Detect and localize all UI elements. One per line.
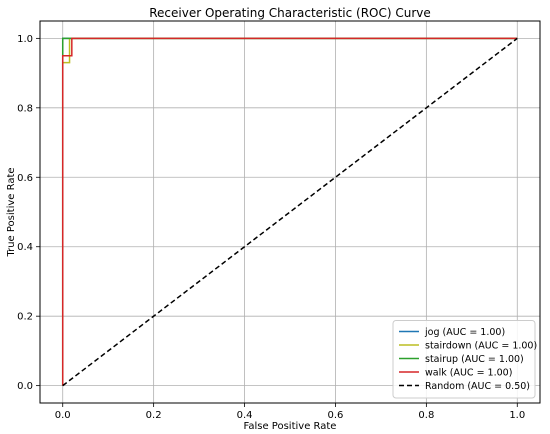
series-line-random	[62, 37, 518, 387]
legend-label: stairup (AUC = 1.00)	[425, 354, 524, 365]
x-axis-ticks: 0.0 0.2 0.4 0.6 0.8 1.0	[55, 403, 525, 421]
legend-label: walk (AUC = 1.00)	[425, 368, 512, 379]
y-axis-label: True Positive Rate	[6, 167, 17, 257]
x-tick-label: 0.0	[55, 410, 71, 421]
plot-frame	[39, 20, 541, 404]
legend: jog (AUC = 1.00) stairdown (AUC = 1.00) st…	[392, 320, 537, 399]
y-tick-label: 0.6	[17, 173, 33, 184]
x-tick-label: 0.2	[146, 410, 162, 421]
y-tick-label: 0.2	[17, 312, 33, 323]
x-tick-label: 1.0	[509, 410, 525, 421]
y-axis-ticks: 0.0 0.2 0.4 0.6 0.8 1.0	[17, 34, 40, 392]
legend-label: Random (AUC = 0.50)	[425, 381, 530, 392]
chart-title: Receiver Operating Characteristic (ROC) …	[149, 6, 431, 20]
x-tick-label: 0.6	[328, 410, 344, 421]
y-tick-label: 1.0	[17, 34, 33, 45]
y-tick-label: 0.8	[17, 103, 33, 114]
x-tick-label: 0.8	[418, 410, 434, 421]
series-line-walk	[61, 37, 518, 386]
legend-label: stairdown (AUC = 1.00)	[425, 341, 537, 352]
y-tick-label: 0.4	[17, 242, 33, 253]
legend-label: jog (AUC = 1.00)	[424, 327, 505, 338]
x-axis-label: False Positive Rate	[244, 421, 337, 432]
y-tick-label: 0.0	[17, 381, 33, 392]
x-tick-label: 0.4	[237, 410, 253, 421]
legend-box	[392, 320, 536, 399]
plot-series	[61, 37, 518, 387]
